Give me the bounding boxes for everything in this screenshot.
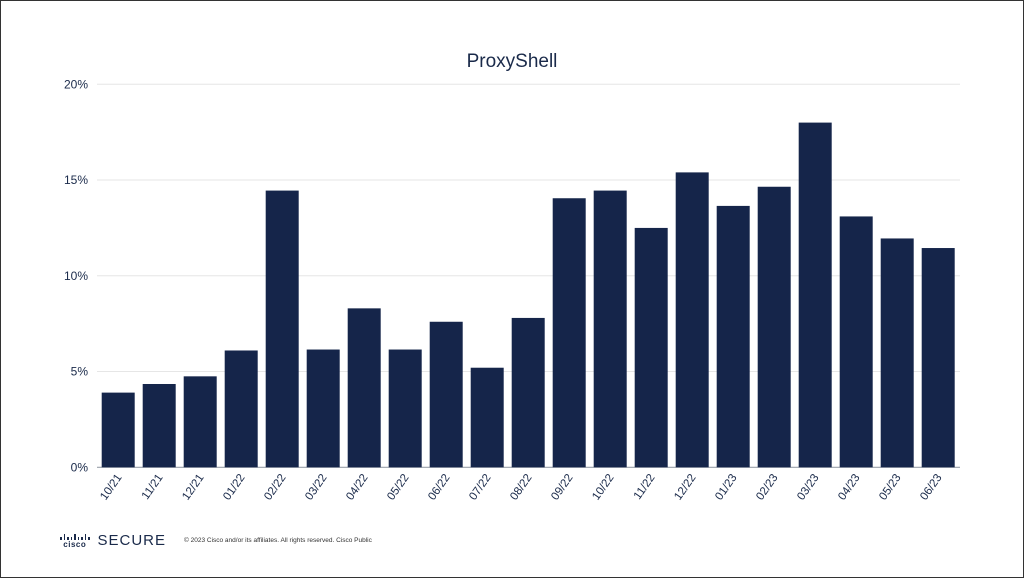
x-tick-label: 10/21 [98, 472, 124, 502]
x-tick-label: 12/22 [672, 472, 698, 502]
x-tick-label: 03/23 [795, 472, 821, 502]
bar-11/22 [634, 227, 668, 468]
bar-08/22 [511, 317, 545, 468]
footer: cisco SECURE © 2023 Cisco and/or its aff… [60, 532, 372, 549]
bar-01/22 [224, 350, 258, 468]
copyright-text: © 2023 Cisco and/or its affiliates. All … [184, 537, 372, 544]
y-tick-label: 10% [64, 269, 88, 283]
bar-04/22 [347, 308, 381, 468]
bar-10/21 [101, 392, 135, 468]
cisco-logo: cisco [60, 533, 90, 549]
x-tick-label: 07/22 [467, 472, 493, 502]
bar-09/22 [552, 198, 586, 468]
x-tick-label: 08/22 [508, 472, 534, 502]
x-tick-label: 10/22 [590, 472, 616, 502]
x-tick-label: 11/21 [140, 472, 166, 502]
chart-title: ProxyShell [467, 51, 558, 72]
bar-05/23 [880, 238, 914, 468]
bar-10/22 [593, 190, 627, 468]
bar-05/22 [388, 349, 422, 468]
x-tick-label: 03/22 [303, 472, 329, 502]
bar-01/23 [716, 205, 750, 468]
bar-02/22 [265, 190, 299, 468]
bar-02/23 [757, 186, 791, 468]
bar-04/23 [839, 216, 873, 468]
y-tick-label: 5% [71, 365, 89, 379]
x-tick-label: 02/22 [262, 472, 288, 502]
bar-12/22 [675, 172, 709, 468]
x-tick-label: 06/23 [918, 472, 944, 502]
x-tick-label: 12/21 [180, 472, 206, 502]
y-tick-label: 0% [71, 460, 89, 474]
bar-07/22 [470, 367, 504, 468]
bar-03/22 [306, 349, 340, 468]
x-tick-label: 04/22 [344, 472, 370, 502]
x-tick-label: 02/23 [754, 472, 780, 502]
x-tick-label: 05/22 [385, 472, 411, 502]
cisco-wordmark: cisco [63, 539, 87, 549]
x-tick-label: 06/22 [426, 472, 452, 502]
x-tick-label: 04/23 [836, 472, 862, 502]
bar-06/22 [429, 321, 463, 468]
x-tick-label: 01/23 [713, 472, 739, 502]
x-tick-label: 11/22 [632, 472, 658, 502]
y-tick-label: 15% [64, 173, 88, 187]
y-tick-label: 20% [64, 77, 88, 91]
x-tick-label: 09/22 [549, 472, 575, 502]
bar-03/23 [798, 122, 832, 468]
brand-name: SECURE [97, 532, 167, 549]
bar-06/23 [921, 248, 955, 468]
bar-11/21 [142, 383, 176, 468]
x-tick-label: 01/22 [221, 472, 247, 502]
x-tick-label: 05/23 [877, 472, 903, 502]
bar-12/21 [183, 376, 217, 468]
